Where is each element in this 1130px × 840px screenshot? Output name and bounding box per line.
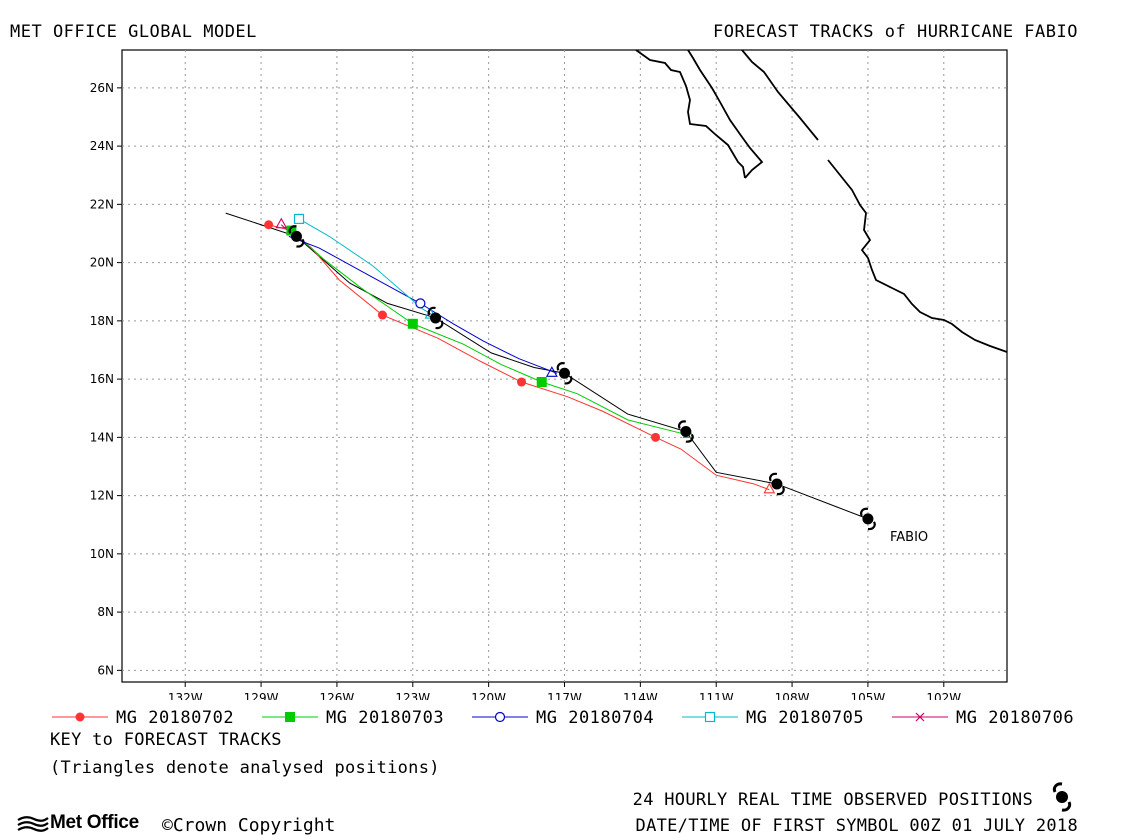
legend-marker xyxy=(494,711,506,723)
forecast-track-map: 132W 129W 126W 123W 120W 117W 114W 111W 108W 105W… xyxy=(90,49,1008,700)
copyright-text: Crown Copyright xyxy=(172,815,336,836)
observed-hurricane-symbol xyxy=(678,420,694,443)
coastline-baja-west xyxy=(635,49,746,179)
x-tick-label: 108W xyxy=(775,691,810,700)
y-tick-label: 12N xyxy=(90,489,114,503)
forecast-marker xyxy=(407,318,418,329)
axis-tick-labels: 132W 129W 126W 123W 120W 117W 114W 111W 108W 105W… xyxy=(90,81,962,700)
observed-hurricane-symbol xyxy=(860,507,876,531)
forecast-marker xyxy=(651,432,661,442)
legend: MG 20180702 MG 20180703 MG 20180704 MG 2018… xyxy=(50,706,1110,732)
y-tick-label: 16N xyxy=(90,372,114,386)
legend-swatch xyxy=(262,712,318,722)
legend-swatch xyxy=(682,711,738,723)
y-tick-label: 22N xyxy=(90,197,114,211)
legend-marker xyxy=(704,711,716,723)
y-tick-label: 14N xyxy=(90,430,114,444)
forecast-track-line xyxy=(291,230,686,435)
x-tick-label: 117W xyxy=(547,691,582,700)
analysed-position-triangle xyxy=(545,366,558,377)
observed-positions-note: 24 HOURLY REAL TIME OBSERVED POSITIONS xyxy=(632,790,1033,810)
legend-label: MG 20180703 xyxy=(326,708,445,728)
x-tick-label: 102W xyxy=(926,691,961,700)
legend-marker xyxy=(75,712,85,722)
forecast-marker xyxy=(415,298,426,309)
observed-hurricane-symbol xyxy=(427,306,444,330)
x-tick-label: 105W xyxy=(851,691,886,700)
analysed-position-triangle xyxy=(275,217,288,229)
x-tick-label: 120W xyxy=(471,691,506,700)
forecast-marker xyxy=(286,225,297,236)
observed-hurricane-symbol xyxy=(556,362,573,385)
coastline xyxy=(635,49,1008,353)
title-right: FORECAST TRACKS of HURRICANE FABIO xyxy=(713,22,1078,42)
legend-label: MG 20180702 xyxy=(116,708,235,728)
x-tick-label: 129W xyxy=(244,691,279,700)
copyright: ©Crown Copyright xyxy=(162,815,335,836)
coastline-baja-east xyxy=(687,49,764,179)
x-tick-label: 111W xyxy=(699,691,734,700)
y-tick-label: 10N xyxy=(90,547,114,561)
forecast-marker xyxy=(536,377,547,388)
y-tick-label: 20N xyxy=(90,256,114,270)
legend-label: MG 20180705 xyxy=(746,708,865,728)
x-tick-label: 132W xyxy=(168,691,203,700)
forecast-marker xyxy=(293,213,305,225)
forecast-marker xyxy=(264,220,274,230)
x-tick-label: 123W xyxy=(395,691,430,700)
y-tick-label: 24N xyxy=(90,139,114,153)
copyright-symbol-icon: © xyxy=(162,815,173,836)
coastline-mainland-south xyxy=(827,159,1008,353)
storm-label: FABIO xyxy=(890,530,928,545)
y-tick-label: 8N xyxy=(97,605,114,619)
legend-marker xyxy=(285,712,295,722)
map-frame xyxy=(121,49,1008,683)
met-office-logo-icon xyxy=(17,816,49,832)
x-tick-label: 114W xyxy=(623,691,658,700)
legend-swatch xyxy=(472,711,528,723)
legend-marker xyxy=(915,712,925,722)
legend-label: MG 20180706 xyxy=(956,708,1075,728)
key-note: (Triangles denote analysed positions) xyxy=(50,758,440,778)
forecast-marker xyxy=(377,310,387,320)
y-tick-label: 26N xyxy=(90,81,114,95)
legend-swatch xyxy=(892,712,948,722)
forecast-track-line xyxy=(298,218,434,316)
date-line: DATE/TIME OF FIRST SYMBOL 00Z 01 JULY 20… xyxy=(635,816,1078,836)
legend-swatch xyxy=(52,712,108,722)
hurricane-symbol-icon xyxy=(1052,782,1072,812)
title-left: MET OFFICE GLOBAL MODEL xyxy=(10,22,257,42)
analysed-position-triangle xyxy=(763,482,776,494)
forecast-marker xyxy=(517,377,527,387)
observed-positions xyxy=(288,225,876,531)
y-tick-label: 6N xyxy=(97,663,114,677)
coastline-mainland-north xyxy=(741,49,819,141)
x-tick-label: 126W xyxy=(320,691,355,700)
key-title: KEY to FORECAST TRACKS xyxy=(50,730,282,750)
met-office-logo-text: Met Office xyxy=(50,812,139,833)
legend-label: MG 20180704 xyxy=(536,708,655,728)
y-tick-label: 18N xyxy=(90,314,114,328)
observed-hurricane-symbol xyxy=(769,472,785,496)
observed-hurricane-symbol xyxy=(288,225,305,248)
